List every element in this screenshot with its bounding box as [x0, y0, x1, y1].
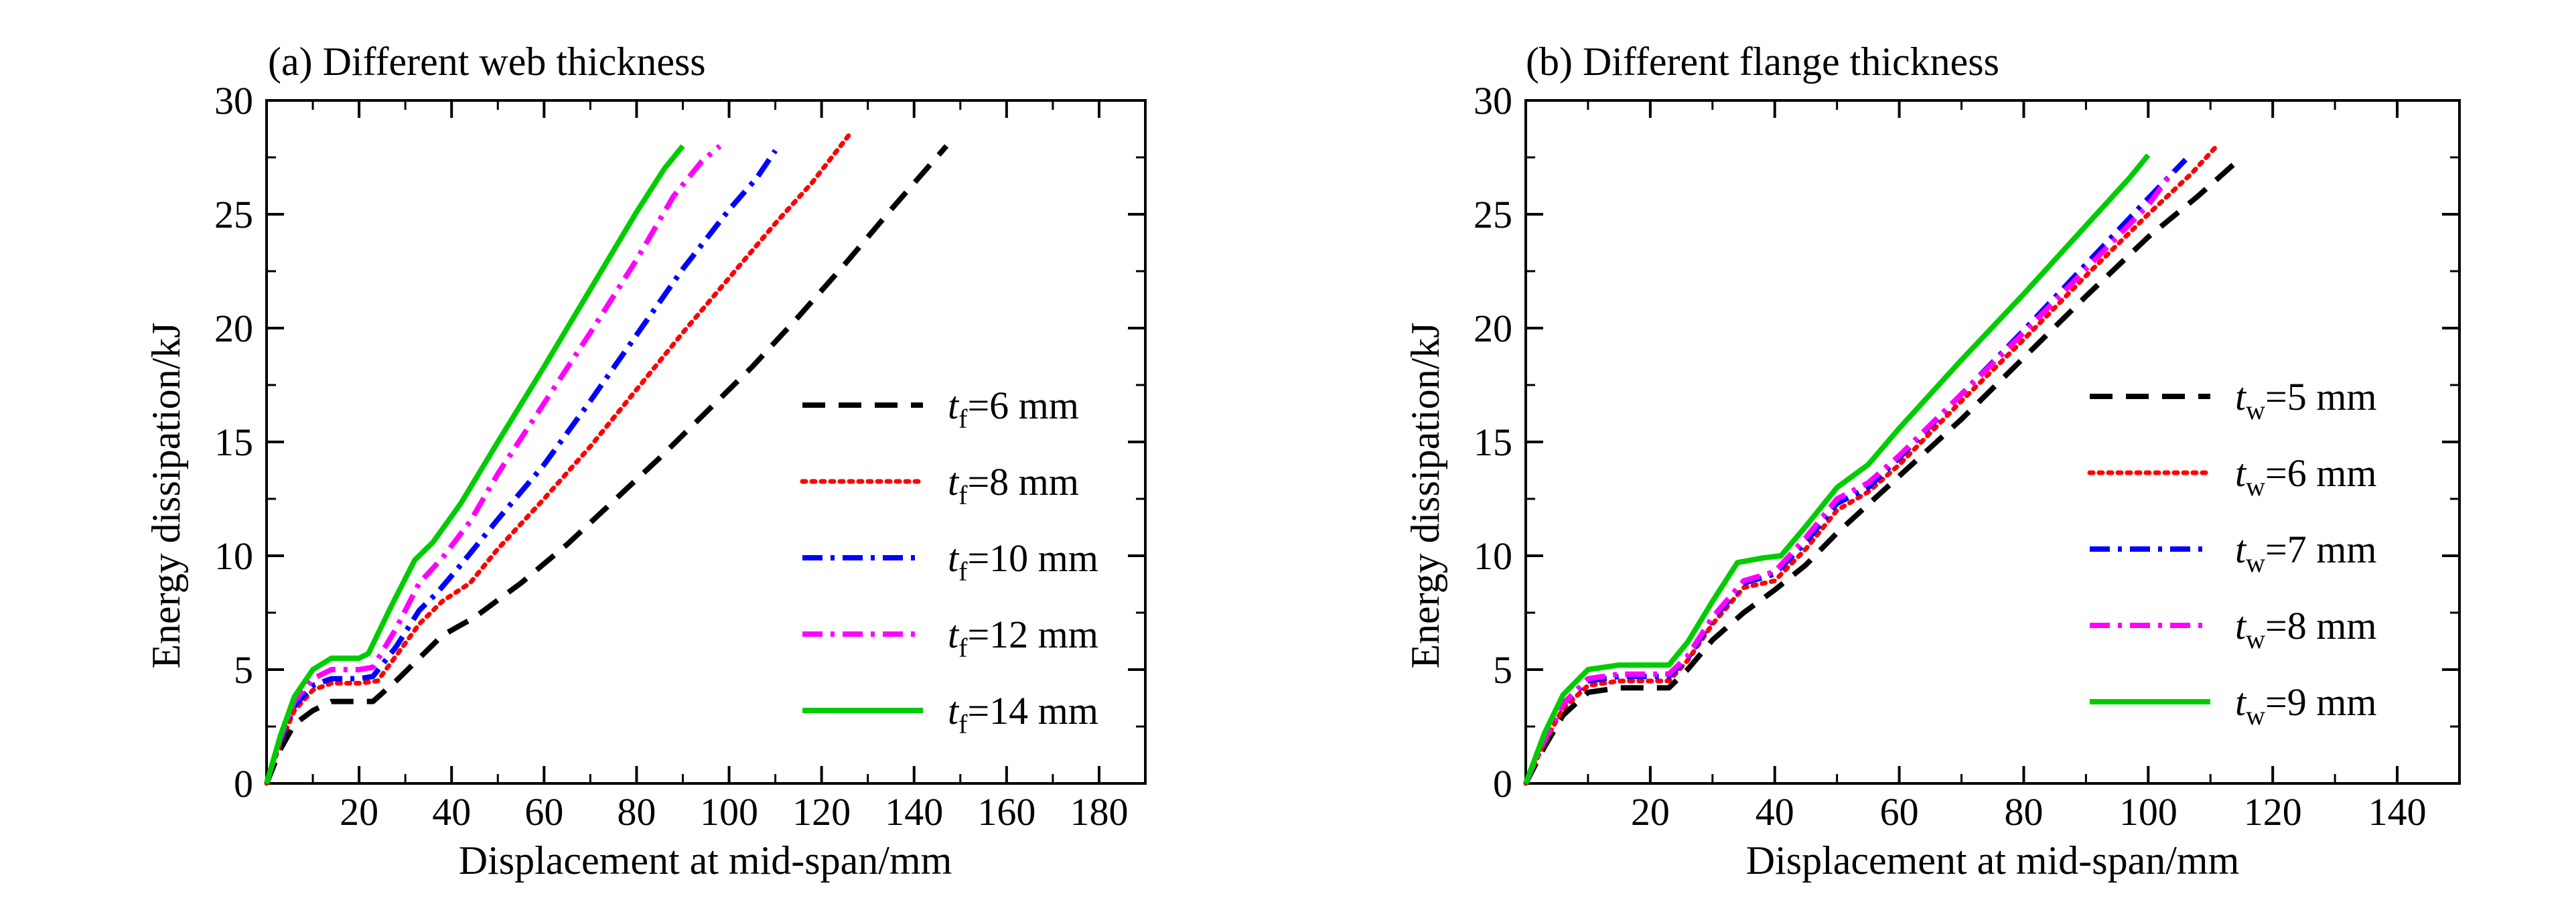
panel-b-legend-label-3: tw=8 mm — [2235, 604, 2376, 654]
panel-a-x-tick-label: 180 — [1070, 790, 1128, 834]
panel-a-y-tick-label: 30 — [214, 79, 253, 123]
panel-b-y-tick-label: 30 — [1474, 79, 1512, 123]
panel-b-x-tick-label: 20 — [1631, 790, 1670, 834]
panel-a-y-tick-label: 15 — [214, 421, 253, 464]
panel-b-x-tick-label: 60 — [1880, 790, 1919, 834]
panel-a-series-2-line — [264, 149, 778, 785]
panel-a-x-tick-label: 100 — [700, 790, 758, 834]
panel-a-legend-label-0: tf=6 mm — [948, 384, 1079, 434]
panel-a-x-axis-label: Displacement at mid-span/mm — [459, 838, 952, 883]
panel-b-series-4-line — [1523, 153, 2151, 785]
panel-b-y-tick-label: 15 — [1474, 421, 1512, 464]
panel-a-title: (a) Different web thickness — [268, 40, 706, 84]
panel-a-y-axis-label: Energy dissipation/kJ — [144, 322, 188, 668]
panel-a: (a) Different web thickness Energy dissi… — [144, 40, 1147, 883]
panel-b-x-axis-label: Displacement at mid-span/mm — [1746, 838, 2240, 883]
panel-b-series-0-line — [1523, 155, 2244, 785]
panel-b-title: (b) Different flange thickness — [1526, 40, 1999, 84]
panel-a-series-1-line — [264, 132, 852, 786]
panel-a-x-tick-label: 140 — [885, 790, 943, 834]
panel-a-x-tick-label: 160 — [977, 790, 1035, 834]
panel-b-x-tick-label: 140 — [2368, 790, 2427, 834]
panel-b-series-1-line — [1523, 143, 2220, 786]
panel-a-legend-label-3: tf=12 mm — [948, 613, 1098, 663]
panel-b-legend-label-1: tw=6 mm — [2235, 451, 2376, 502]
panel-a-y-tick-label: 10 — [214, 534, 253, 578]
panel-b-x-tick-label: 80 — [2004, 790, 2043, 834]
panel-b-series-3-line — [1523, 169, 2175, 785]
panel-b-legend-label-4: tw=9 mm — [2235, 680, 2376, 731]
panel-a-legend-label-2: tf=10 mm — [948, 536, 1098, 587]
panel-b-y-tick-label: 25 — [1474, 193, 1512, 236]
panel-a-y-tick-label: 0 — [234, 762, 253, 806]
panel-b-x-tick-label: 40 — [1756, 790, 1794, 834]
panel-b-y-axis-label: Energy dissipation/kJ — [1403, 322, 1447, 668]
panel-b-x-tick-label: 100 — [2119, 790, 2177, 834]
panel-a-x-tick-label: 120 — [792, 790, 851, 834]
panel-b-y-tick-label: 5 — [1493, 648, 1512, 692]
panel-a-y-tick-label: 5 — [234, 648, 253, 692]
panel-a-y-tick-label: 25 — [214, 193, 253, 236]
panel-b-y-tick-label: 20 — [1474, 307, 1512, 350]
panel-a-x-tick-label: 80 — [617, 790, 656, 834]
panel-a-series-4-line — [264, 144, 685, 785]
panel-a-y-tick-label: 20 — [214, 307, 253, 350]
panel-b-y-tick-label: 0 — [1493, 762, 1512, 806]
panel-a-x-tick-label: 20 — [340, 790, 378, 834]
panel-b-x-tick-label: 120 — [2244, 790, 2302, 834]
panel-a-legend-label-4: tf=14 mm — [948, 689, 1098, 739]
panel-b-legend-label-2: tw=7 mm — [2235, 528, 2376, 578]
panel-a-legend-label-1: tf=8 mm — [948, 460, 1079, 510]
panel-a-x-tick-label: 40 — [432, 790, 471, 834]
panel-b-y-tick-label: 10 — [1474, 534, 1512, 578]
panel-b-legend-label-0: tw=5 mm — [2235, 375, 2376, 425]
panel-a-series-3-line — [264, 143, 722, 785]
panel-a-series-0-line — [264, 144, 949, 785]
panel-a-x-tick-label: 60 — [524, 790, 563, 834]
panel-b: (b) Different flange thickness Energy di… — [1403, 40, 2461, 883]
